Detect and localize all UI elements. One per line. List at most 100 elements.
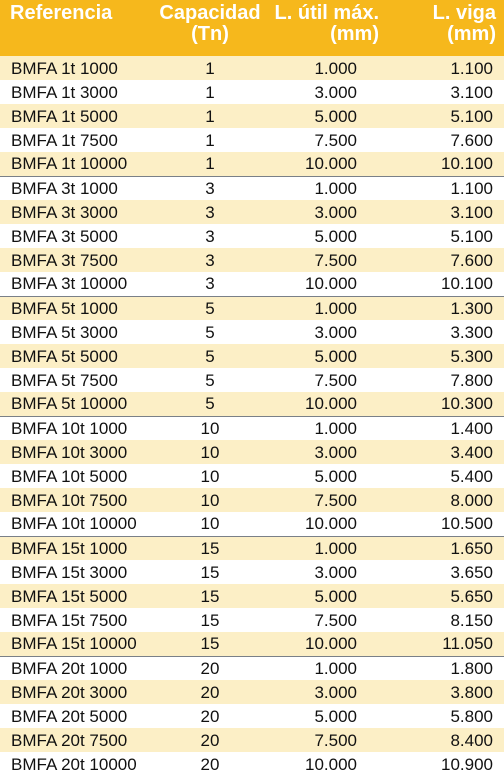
header-longitud-viga-line1: L. viga <box>432 2 496 24</box>
cell-capacidad: 5 <box>205 322 215 342</box>
cell-longitud-util: 3.000 <box>314 82 357 102</box>
cell-referencia: BMFA 3t 7500 <box>11 250 118 270</box>
cell-longitud-viga: 8.400 <box>450 730 493 750</box>
cell-longitud-util: 7.500 <box>314 370 357 390</box>
cell-referencia: BMFA 1t 7500 <box>11 130 118 150</box>
cell-referencia: BMFA 20t 7500 <box>11 730 128 750</box>
cell-referencia: BMFA 3t 1000 <box>0 175 145 200</box>
cell-capacidad: 15 <box>200 586 220 606</box>
cell-referencia: BMFA 15t 10000 <box>11 634 137 654</box>
table-row: BMFA 5t 1000 5 1.000 1.300 <box>0 295 504 320</box>
table-row: BMFA 5t 3000 5 3.000 3.300 <box>0 320 504 344</box>
cell-longitud-viga: 3.100 <box>450 82 493 102</box>
table-row: BMFA 3t 1000 3 1.000 1.100 <box>0 175 504 200</box>
cell-capacidad: 1 <box>205 82 215 102</box>
table-row: BMFA 20t 10000 20 10.000 10.900 <box>0 752 504 776</box>
header-longitud-util-line1: L. útil máx. <box>274 2 379 24</box>
cell-longitud-util: 1.000 <box>263 655 385 680</box>
cell-longitud-viga: 7.800 <box>450 370 493 390</box>
cell-longitud-viga: 8.150 <box>450 610 493 630</box>
table-row: BMFA 1t 7500 1 7.500 7.600 <box>0 128 504 152</box>
cell-longitud-util: 5.000 <box>314 706 357 726</box>
cell-longitud-util: 10.000 <box>305 514 357 534</box>
table-row: BMFA 1t 3000 1 3.000 3.100 <box>0 80 504 104</box>
cell-referencia: BMFA 20t 10000 <box>11 754 137 774</box>
table-row: BMFA 20t 7500 20 7.500 8.400 <box>0 728 504 752</box>
table-row: BMFA 5t 5000 5 5.000 5.300 <box>0 344 504 368</box>
table-row: BMFA 15t 1000 15 1.000 1.650 <box>0 535 504 560</box>
cell-capacidad: 10 <box>200 514 220 534</box>
cell-referencia: BMFA 20t 1000 <box>0 655 145 680</box>
header-longitud-viga-line2: (mm) <box>447 23 496 45</box>
cell-longitud-viga: 3.800 <box>450 682 493 702</box>
table-row: BMFA 20t 1000 20 1.000 1.800 <box>0 655 504 680</box>
cell-capacidad: 5 <box>145 295 263 320</box>
table-row: BMFA 10t 3000 10 3.000 3.400 <box>0 440 504 464</box>
cell-referencia: BMFA 1t 10000 <box>11 154 128 174</box>
cell-referencia: BMFA 3t 3000 <box>11 202 118 222</box>
cell-referencia: BMFA 20t 3000 <box>11 682 128 702</box>
header-referencia: Referencia <box>0 0 145 56</box>
cell-longitud-viga: 8.000 <box>450 490 493 510</box>
cell-capacidad: 3 <box>205 250 215 270</box>
cell-referencia: BMFA 3t 5000 <box>11 226 118 246</box>
cell-longitud-viga: 5.300 <box>450 346 493 366</box>
cell-longitud-viga: 5.650 <box>450 586 493 606</box>
table-row: BMFA 15t 3000 15 3.000 3.650 <box>0 560 504 584</box>
cell-longitud-viga: 3.100 <box>450 202 493 222</box>
table-body: BMFA 1t 1000 1 1.000 1.100 BMFA 1t 3000 1 3.00… <box>0 56 504 776</box>
cell-capacidad: 3 <box>205 202 215 222</box>
cell-longitud-viga: 7.600 <box>450 250 493 270</box>
header-longitud-viga: L. viga (mm) <box>385 0 504 56</box>
cell-referencia: BMFA 10t 5000 <box>11 466 128 486</box>
table-row: BMFA 3t 5000 3 5.000 5.100 <box>0 224 504 248</box>
cell-longitud-util: 5.000 <box>314 466 357 486</box>
cell-longitud-viga: 1.400 <box>385 415 504 440</box>
cell-longitud-viga: 3.400 <box>450 442 493 462</box>
cell-longitud-util: 5.000 <box>314 346 357 366</box>
cell-longitud-util: 1.000 <box>263 415 385 440</box>
cell-capacidad: 1 <box>205 130 215 150</box>
cell-longitud-util: 1.000 <box>263 535 385 560</box>
table-row: BMFA 10t 5000 10 5.000 5.400 <box>0 464 504 488</box>
cell-longitud-util: 10.000 <box>305 394 357 414</box>
table-row: BMFA 20t 3000 20 3.000 3.800 <box>0 680 504 704</box>
cell-capacidad: 15 <box>200 562 220 582</box>
cell-longitud-viga: 5.100 <box>450 106 493 126</box>
cell-referencia: BMFA 15t 3000 <box>11 562 128 582</box>
cell-longitud-util: 1.000 <box>314 58 357 78</box>
cell-longitud-util: 10.000 <box>305 634 357 654</box>
table-row: BMFA 20t 5000 20 5.000 5.800 <box>0 704 504 728</box>
cell-longitud-util: 1.000 <box>263 295 385 320</box>
cell-longitud-util: 3.000 <box>314 562 357 582</box>
cell-capacidad: 10 <box>200 442 220 462</box>
cell-longitud-util: 5.000 <box>314 586 357 606</box>
table-row: BMFA 1t 10000 1 10.000 10.100 <box>0 152 504 176</box>
cell-longitud-util: 7.500 <box>314 730 357 750</box>
cell-capacidad: 1 <box>205 106 215 126</box>
cell-longitud-viga: 10.100 <box>441 154 493 174</box>
cell-longitud-util: 10.000 <box>305 154 357 174</box>
cell-capacidad: 15 <box>145 535 263 560</box>
cell-capacidad: 5 <box>205 370 215 390</box>
cell-referencia: BMFA 1t 5000 <box>11 106 118 126</box>
cell-longitud-viga: 5.400 <box>450 466 493 486</box>
cell-referencia: BMFA 5t 5000 <box>11 346 118 366</box>
cell-capacidad: 20 <box>200 730 220 750</box>
cell-longitud-viga: 1.300 <box>385 295 504 320</box>
cell-referencia: BMFA 15t 7500 <box>11 610 128 630</box>
cell-referencia: BMFA 5t 1000 <box>0 295 145 320</box>
cell-longitud-viga: 7.600 <box>450 130 493 150</box>
cell-referencia: BMFA 5t 10000 <box>11 394 128 414</box>
cell-longitud-viga: 3.650 <box>450 562 493 582</box>
table-row: BMFA 10t 1000 10 1.000 1.400 <box>0 415 504 440</box>
cell-referencia: BMFA 3t 10000 <box>11 274 128 294</box>
cell-longitud-viga: 10.100 <box>441 274 493 294</box>
cell-longitud-viga: 10.900 <box>441 754 493 774</box>
table-row: BMFA 1t 5000 1 5.000 5.100 <box>0 104 504 128</box>
cell-longitud-viga: 1.100 <box>385 175 504 200</box>
cell-longitud-viga: 1.650 <box>385 535 504 560</box>
table-row: BMFA 3t 7500 3 7.500 7.600 <box>0 248 504 272</box>
cell-capacidad: 20 <box>200 706 220 726</box>
